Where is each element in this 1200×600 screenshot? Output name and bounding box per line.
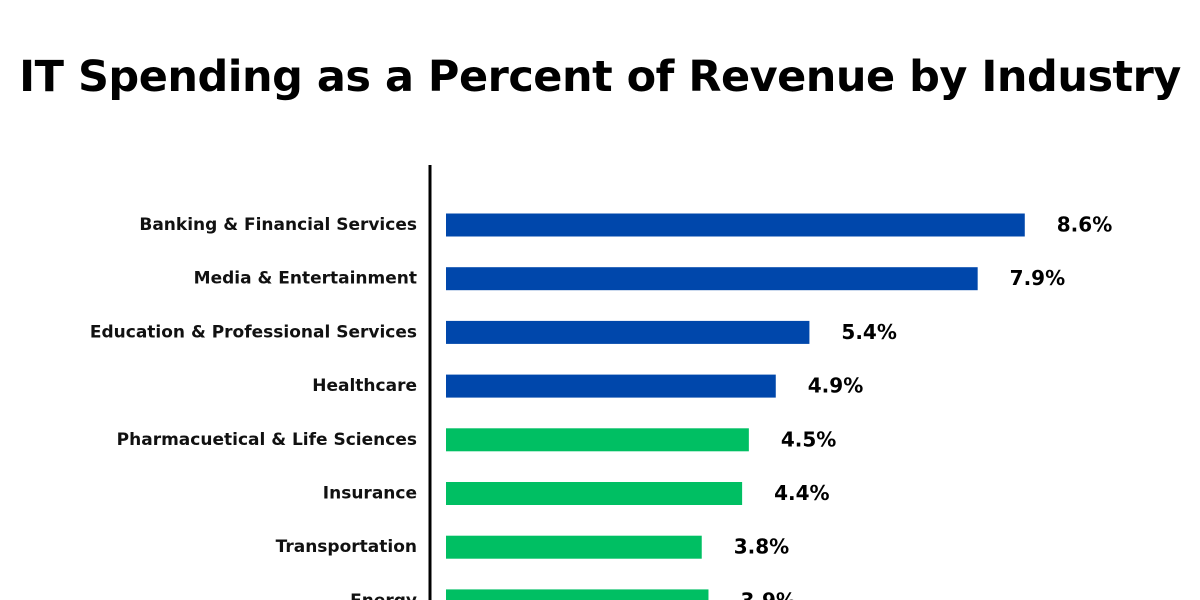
value-label: 4.4%: [774, 481, 829, 505]
value-label: 4.9%: [808, 374, 863, 398]
bar-1: [446, 267, 978, 291]
category-label: Media & Entertainment: [194, 269, 417, 289]
chart-title: IT Spending as a Percent of Revenue by I…: [19, 52, 1181, 102]
category-label: Energy: [350, 591, 417, 600]
value-label: 7.9%: [1010, 266, 1065, 290]
category-label: Banking & Financial Services: [139, 215, 417, 235]
bar-6: [446, 535, 702, 559]
value-label: 4.5%: [781, 427, 836, 451]
bar-0: [446, 213, 1025, 237]
bar-7: [446, 589, 709, 600]
value-label: 5.4%: [841, 320, 896, 344]
value-label: 3.8%: [734, 535, 789, 559]
category-label: Education & Professional Services: [90, 322, 417, 342]
value-label: 8.6%: [1057, 213, 1112, 237]
value-label: 3.9%: [740, 588, 795, 600]
category-label: Insurance: [323, 484, 417, 504]
category-label: Transportation: [276, 537, 417, 557]
bar-3: [446, 374, 776, 398]
bar-5: [446, 482, 743, 505]
bar-2: [446, 320, 810, 344]
category-label: Pharmacuetical & Life Sciences: [117, 430, 417, 450]
bar-4: [446, 428, 749, 452]
category-label: Healthcare: [312, 376, 417, 396]
